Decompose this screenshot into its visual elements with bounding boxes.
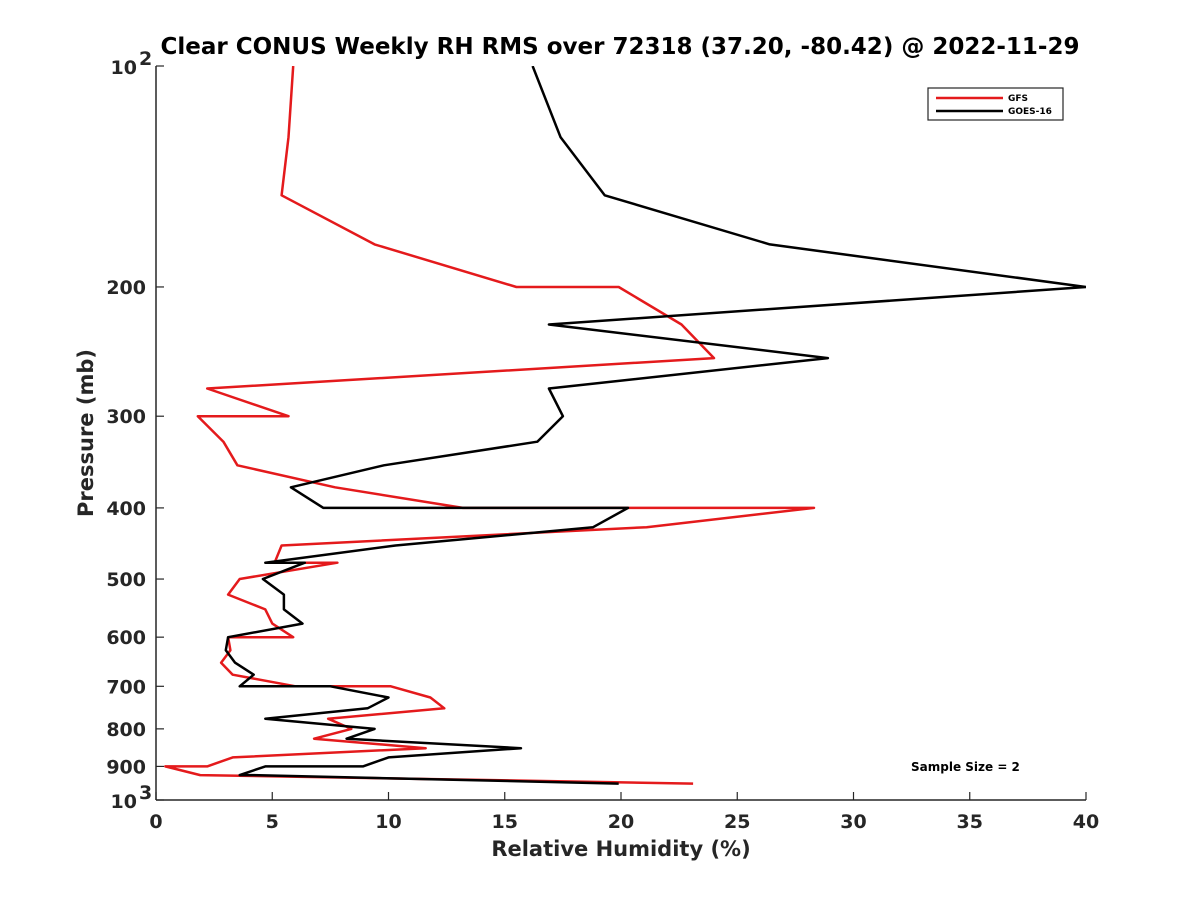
x-tick-label: 25 <box>724 811 750 833</box>
x-tick-label: 5 <box>266 811 279 833</box>
legend-box <box>927 87 1064 121</box>
x-tick-label: 40 <box>1073 811 1099 833</box>
y-tick-label: 700 <box>106 676 146 698</box>
chart-title: Clear CONUS Weekly RH RMS over 72318 (37… <box>161 34 1080 60</box>
y-tick-label: 400 <box>106 498 146 520</box>
y-tick-label-base: 10 <box>111 57 137 79</box>
y-axis-label: Pressure (mb) <box>74 349 98 517</box>
x-ticks: 0 5 10 15 20 25 30 35 40 <box>149 792 1099 833</box>
sample-size-annotation: Sample Size = 2 <box>911 760 1020 774</box>
y-tick-label: 300 <box>106 406 146 428</box>
y-tick-label-exponent: 3 <box>139 782 152 804</box>
legend-label-gfs: GFS <box>1008 94 1028 104</box>
series-layer <box>164 66 1086 785</box>
x-tick-label: 35 <box>957 811 983 833</box>
legend-label-goes16: GOES-16 <box>1008 107 1052 117</box>
y-tick-label-exponent: 2 <box>139 48 152 70</box>
series-line-goes-16 <box>224 66 1086 785</box>
x-tick-label: 30 <box>840 811 866 833</box>
x-tick-label: 10 <box>375 811 401 833</box>
y-tick-label: 900 <box>106 756 146 778</box>
y-tick-label: 600 <box>106 627 146 649</box>
series-line-gfs <box>164 66 816 785</box>
y-tick-label: 200 <box>106 277 146 299</box>
x-tick-label: 15 <box>492 811 518 833</box>
y-tick-label-base: 10 <box>111 791 137 813</box>
y-tick-label: 800 <box>106 719 146 741</box>
x-axis-label: Relative Humidity (%) <box>491 837 750 861</box>
legend: GFS GOES-16 <box>927 87 1064 121</box>
y-tick-label: 500 <box>106 569 146 591</box>
x-tick-label: 20 <box>608 811 634 833</box>
x-tick-label: 0 <box>149 811 162 833</box>
